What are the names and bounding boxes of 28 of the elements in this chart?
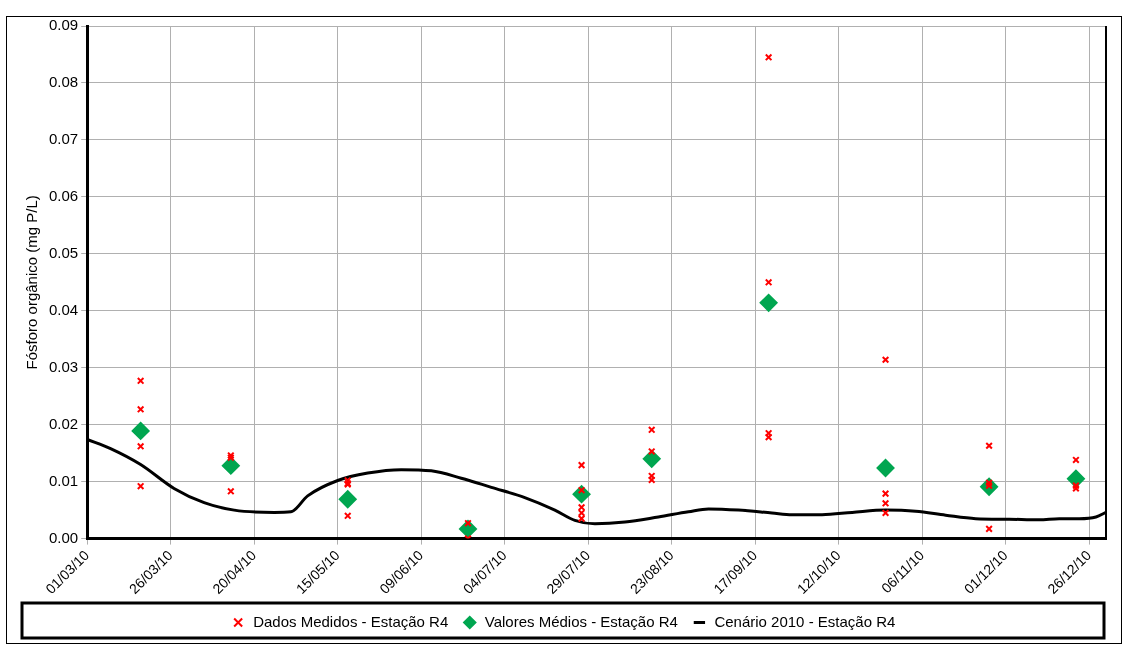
point xyxy=(764,278,773,287)
point xyxy=(881,489,890,498)
point xyxy=(881,499,890,508)
point xyxy=(131,421,150,440)
y-tick-label: 0.07 xyxy=(48,130,79,148)
legend-label: Cenário 2010 - Estação R4 xyxy=(714,612,896,630)
point xyxy=(136,405,145,414)
y-tick-label: 0.04 xyxy=(48,300,79,318)
legend-label: Dados Medidos - Estação R4 xyxy=(253,612,449,630)
point xyxy=(338,490,357,509)
y-tick-label: 0.05 xyxy=(48,243,79,261)
y-tick-label: 0.01 xyxy=(48,471,79,489)
y-axis-title: Fósforo orgânico (mg P/L) xyxy=(23,195,41,370)
point xyxy=(881,355,890,364)
y-tick-label: 0.06 xyxy=(48,187,79,204)
y-tick-label: 0.00 xyxy=(48,528,79,546)
point xyxy=(759,293,778,312)
y-tick-label: 0.02 xyxy=(48,414,79,432)
point xyxy=(647,476,656,484)
point xyxy=(876,458,895,477)
point xyxy=(221,456,240,475)
y-tick-label: 0.03 xyxy=(48,357,79,375)
y-tick-label: 0.08 xyxy=(48,73,79,91)
point xyxy=(136,442,145,451)
point xyxy=(764,53,773,62)
legend-label: Valores Médios - Estação R4 xyxy=(484,612,678,630)
y-tick-label: 0.09 xyxy=(48,16,79,34)
point xyxy=(647,447,656,456)
